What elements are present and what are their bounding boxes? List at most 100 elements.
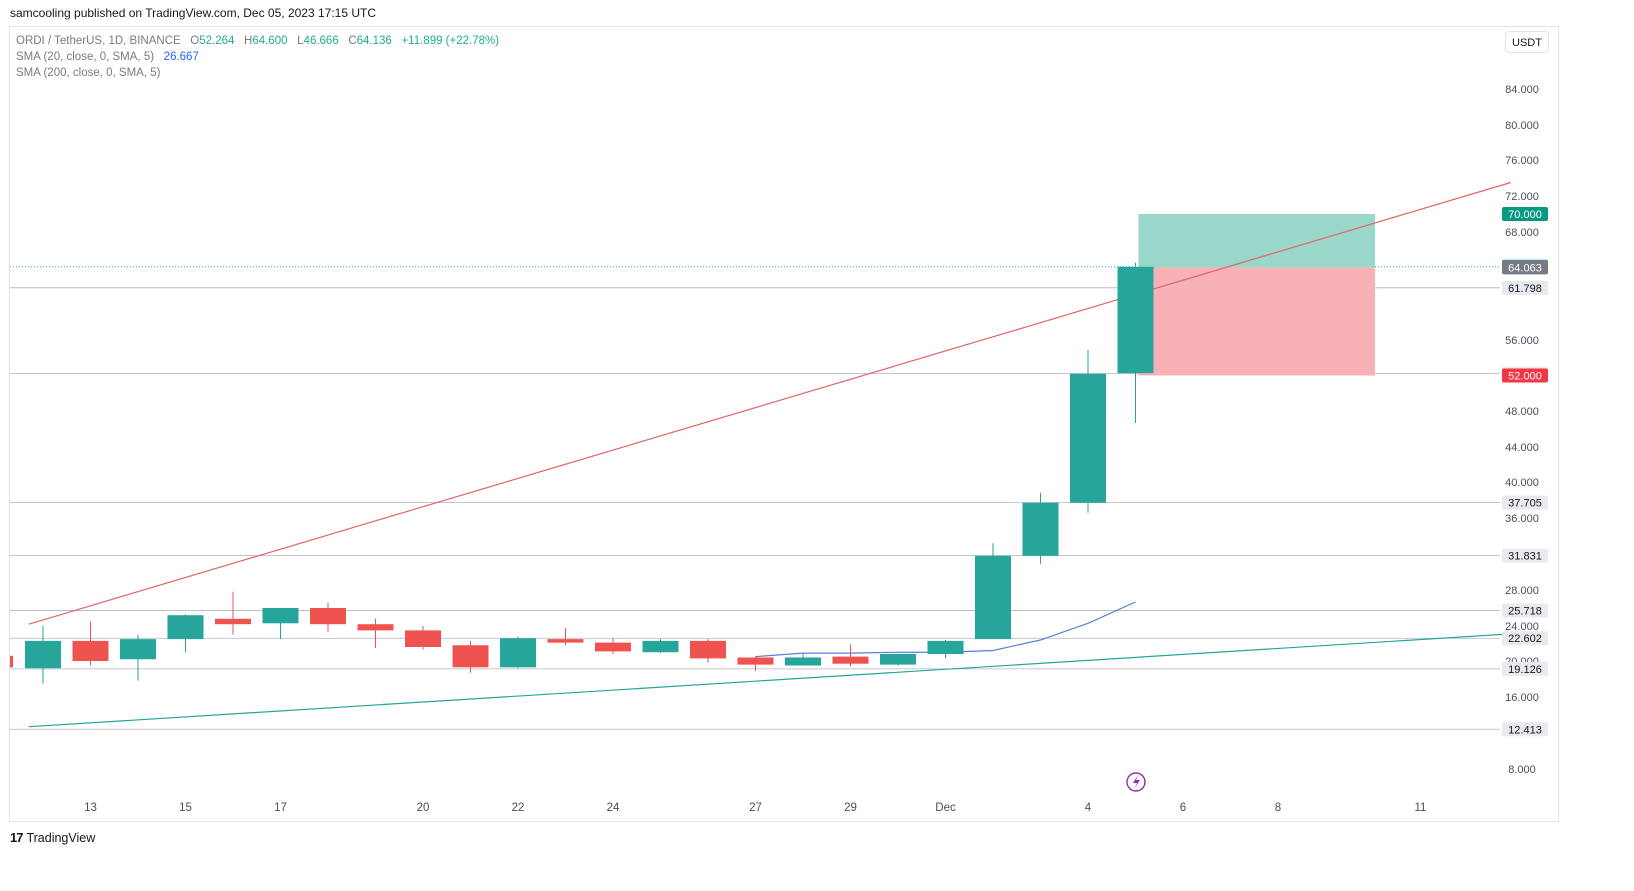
price-axis: 8.00016.00020.00024.00028.00036.00040.00… <box>1502 84 1548 776</box>
candle-body[interactable] <box>72 640 109 661</box>
entry-price-label-bg <box>1502 260 1548 275</box>
candle-body[interactable] <box>10 655 13 668</box>
candle-body[interactable] <box>690 640 726 659</box>
level-price-label: 61.798 <box>1508 283 1542 295</box>
candle-body[interactable] <box>452 645 489 668</box>
x-tick-label: 29 <box>844 802 857 814</box>
legend-ohlc-row: ORDI / TetherUS, 1D, BINANCE O52.264 H64… <box>16 33 499 49</box>
level-price-label: 22.602 <box>1508 633 1542 645</box>
entry-price-label: 64.063 <box>1508 262 1542 274</box>
time-axis: 13 15 17 20 22 24 27 29 Dec 4 6 8 11 <box>84 802 1426 814</box>
target-price-label: 70.000 <box>1508 209 1542 221</box>
level-price-label-bg <box>1502 603 1548 618</box>
candle-body[interactable] <box>215 618 251 625</box>
legend-change: +11.899 (+22.78%) <box>401 35 500 47</box>
legend-high-label: H <box>244 35 253 47</box>
stop-price-label: 52.000 <box>1508 371 1542 383</box>
x-tick-label: 15 <box>179 802 192 814</box>
x-tick-label: 17 <box>274 802 287 814</box>
tradingview-logo-icon: 17 <box>10 830 24 845</box>
candle-body[interactable] <box>547 639 584 643</box>
legend-close-value: 64.136 <box>356 35 392 47</box>
y-tick-label: 48.000 <box>1505 406 1539 418</box>
candle-body[interactable] <box>167 615 204 640</box>
y-tick-label: 84.000 <box>1505 84 1539 96</box>
support-trendline[interactable] <box>28 633 1511 728</box>
level-price-label-bg <box>1502 280 1548 295</box>
tradingview-logo[interactable]: 17 TradingView <box>10 830 95 845</box>
stop-zone[interactable] <box>1138 267 1376 376</box>
currency-button[interactable]: USDT <box>1505 31 1549 53</box>
alert-icon[interactable] <box>1126 772 1146 792</box>
candle-body[interactable] <box>975 555 1011 640</box>
x-tick-label: 20 <box>417 802 430 814</box>
y-tick-label: 44.000 <box>1505 442 1539 454</box>
legend-sma20-row[interactable]: SMA (20, close, 0, SMA, 5) 26.667 <box>16 49 499 65</box>
candle-body[interactable] <box>1022 502 1059 556</box>
level-price-label-bg <box>1502 722 1548 737</box>
candle-body[interactable] <box>1070 373 1106 503</box>
legend-open-value: 52.264 <box>199 35 235 47</box>
x-tick-label: 4 <box>1085 802 1092 814</box>
candle-body[interactable] <box>737 657 774 665</box>
x-tick-label: 22 <box>512 802 525 814</box>
candle-body[interactable] <box>500 638 536 668</box>
publish-info: samcooling published on TradingView.com,… <box>10 6 376 20</box>
y-tick-label: 80.000 <box>1505 120 1539 132</box>
candle-body[interactable] <box>310 608 346 625</box>
y-tick-label: 72.000 <box>1505 191 1539 203</box>
candle-body[interactable] <box>120 639 156 660</box>
resistance-trendline[interactable] <box>28 181 1511 625</box>
y-tick-label: 36.000 <box>1505 513 1539 525</box>
y-tick-label: 40.000 <box>1505 477 1539 489</box>
candles <box>10 262 1154 684</box>
x-tick-label: 24 <box>607 802 620 814</box>
y-tick-label: 16.000 <box>1505 692 1539 704</box>
y-tick-label: 8.000 <box>1508 764 1536 776</box>
x-tick-label: 8 <box>1275 802 1281 814</box>
legend-sma20-label: SMA (20, close, 0, SMA, 5) <box>16 51 155 63</box>
trend-lines <box>28 181 1511 728</box>
candle-body[interactable] <box>1117 266 1154 374</box>
legend-symbol: ORDI / TetherUS, 1D, BINANCE <box>16 35 181 47</box>
level-price-label-bg <box>1502 631 1548 646</box>
candle-body[interactable] <box>880 654 916 665</box>
x-tick-label: 11 <box>1415 802 1427 814</box>
x-tick-label: 13 <box>84 802 97 814</box>
y-tick-label: 68.000 <box>1505 227 1539 239</box>
candle-body[interactable] <box>25 640 61 669</box>
legend-open-label: O <box>190 35 200 47</box>
legend-low-label: L <box>297 35 304 47</box>
candle-body[interactable] <box>405 630 441 647</box>
candle-body[interactable] <box>262 608 299 624</box>
stop-price-label-bg <box>1502 368 1548 383</box>
legend-sma200-row[interactable]: SMA (200, close, 0, SMA, 5) <box>16 65 499 81</box>
target-zone[interactable] <box>1138 214 1376 268</box>
level-price-label: 37.705 <box>1508 498 1542 510</box>
legend-sma200-label: SMA (200, close, 0, SMA, 5) <box>16 67 161 79</box>
level-price-label-bg <box>1502 661 1548 676</box>
legend-high-value: 64.600 <box>252 35 288 47</box>
legend-sma20-value: 26.667 <box>163 51 199 63</box>
y-tick-label: 56.000 <box>1505 335 1539 347</box>
candle-body[interactable] <box>785 657 821 666</box>
y-tick-label: 76.000 <box>1505 155 1539 167</box>
chart-legend: ORDI / TetherUS, 1D, BINANCE O52.264 H64… <box>16 33 499 81</box>
candle-body[interactable] <box>927 640 964 654</box>
target-price-label-bg <box>1502 207 1548 221</box>
y-tick-label: 24.000 <box>1505 621 1539 633</box>
legend-close-label: C <box>348 35 357 47</box>
level-price-label-bg <box>1502 548 1548 563</box>
x-tick-label: 27 <box>749 802 762 814</box>
level-price-label-bg <box>1502 495 1548 510</box>
candle-body[interactable] <box>832 656 869 664</box>
candle-body[interactable] <box>357 624 394 631</box>
chart-frame <box>9 26 1559 822</box>
level-price-label: 31.831 <box>1508 551 1542 563</box>
level-price-label: 12.413 <box>1508 724 1542 736</box>
candle-body[interactable] <box>642 640 679 653</box>
x-tick-label: 6 <box>1180 802 1186 814</box>
long-position-tool <box>1138 214 1376 376</box>
candle-body[interactable] <box>595 642 631 652</box>
